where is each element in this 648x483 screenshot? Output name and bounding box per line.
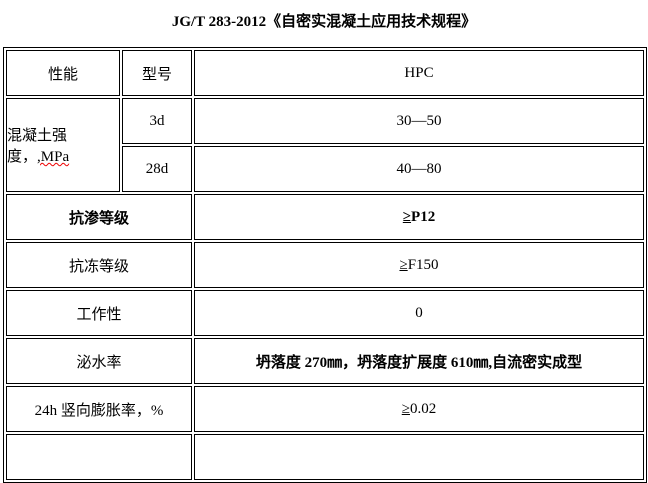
table-row: 工作性 0 xyxy=(6,290,644,336)
value-cell: 40—80 xyxy=(194,146,644,192)
value-cell: 坍落度 270㎜，坍落度扩展度 610㎜,自流密实成型 xyxy=(194,338,644,384)
header-value: HPC xyxy=(194,50,644,96)
table-row: 24h 竖向膨胀率，% ≥0.02 xyxy=(6,386,644,432)
value-text: F150 xyxy=(407,256,439,273)
label-cell: 泌水率 xyxy=(6,338,192,384)
label-cell: 24h 竖向膨胀率，% xyxy=(6,386,192,432)
table-header-row: 性能 型号 HPC xyxy=(6,50,644,96)
age-cell: 28d xyxy=(122,146,192,192)
table-row: 抗渗等级 ≥P12 xyxy=(6,194,644,240)
value-cell: ≥0.02 xyxy=(194,386,644,432)
label-cell: 抗冻等级 xyxy=(6,242,192,288)
strength-label: 混凝土强度，,MPa xyxy=(6,98,120,192)
label-cell: 抗渗等级 xyxy=(6,194,192,240)
value-cell: 30—50 xyxy=(194,98,644,144)
value-cell: ≥P12 xyxy=(194,194,644,240)
header-property: 性能 xyxy=(6,50,120,96)
header-model: 型号 xyxy=(122,50,192,96)
symbol: ≥ xyxy=(401,400,410,417)
table-row: 抗冻等级 ≥F150 xyxy=(6,242,644,288)
strength-unit: ,MPa xyxy=(37,149,70,165)
table-row: 泌水率 坍落度 270㎜，坍落度扩展度 610㎜,自流密实成型 xyxy=(6,338,644,384)
symbol: ≥ xyxy=(402,208,412,225)
table-row: 28d 40—80 xyxy=(6,146,644,192)
strength-label-text: 混凝土强度， xyxy=(7,128,68,165)
spec-table: 性能 型号 HPC 混凝土强度，,MPa 3d 30—50 28d 40—80 … xyxy=(3,47,647,483)
value-cell: ≥F150 xyxy=(194,242,644,288)
value-text: 0.02 xyxy=(409,400,437,417)
table-row: 混凝土强度，,MPa 3d 30—50 xyxy=(6,98,644,192)
age-cell: 3d xyxy=(122,98,192,144)
symbol: ≥ xyxy=(399,256,408,273)
label-cell: 工作性 xyxy=(6,290,192,336)
value-text: P12 xyxy=(411,208,436,225)
document-title: JG/T 283-2012《自密实混凝土应用技术规程》 xyxy=(171,14,477,30)
value-cell: 0 xyxy=(194,290,644,336)
